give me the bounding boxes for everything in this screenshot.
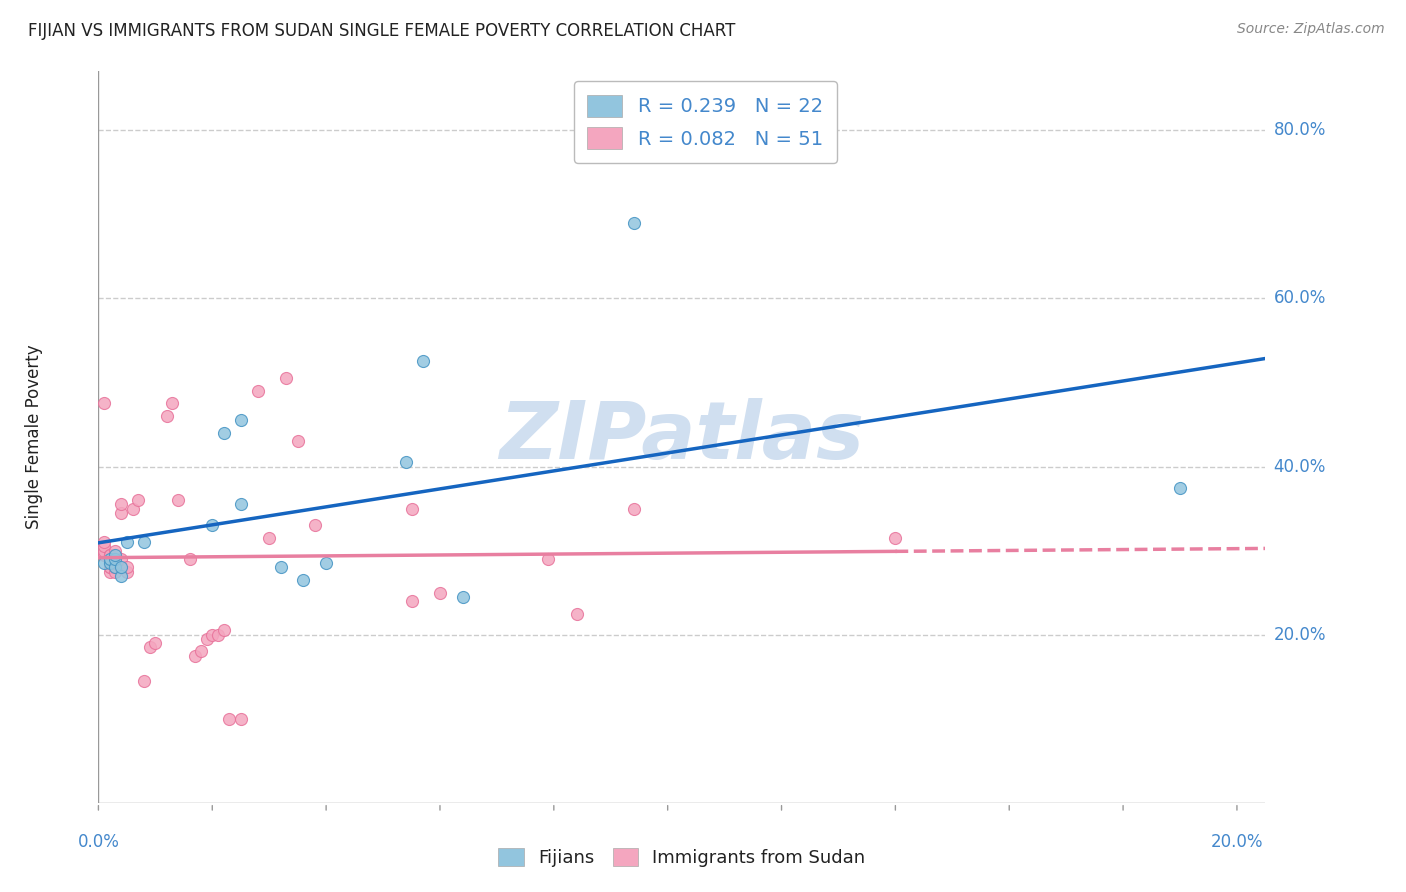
Point [190,644,212,658]
Text: 20.0%: 20.0% [1274,625,1326,644]
Point [207,627,229,641]
Point [110,560,132,574]
Point [195,632,218,646]
Point [451,590,474,604]
Point [98,560,121,574]
Legend: Fijians, Immigrants from Sudan: Fijians, Immigrants from Sudan [491,840,873,874]
Point [93,396,115,410]
Point [98,548,121,562]
Point [212,425,235,440]
Point [115,565,138,579]
Point [401,594,423,608]
Text: 60.0%: 60.0% [1274,289,1326,308]
Text: 0.0%: 0.0% [77,833,120,851]
Point [315,556,337,570]
Point [623,501,645,516]
Point [98,552,121,566]
Point [623,216,645,230]
Point [98,548,121,562]
Point [201,518,224,533]
Text: FIJIAN VS IMMIGRANTS FROM SUDAN SINGLE FEMALE POVERTY CORRELATION CHART: FIJIAN VS IMMIGRANTS FROM SUDAN SINGLE F… [28,22,735,40]
Point [93,556,115,570]
Point [115,535,138,549]
Point [132,673,155,688]
Point [246,384,269,398]
Point [121,501,143,516]
Point [98,556,121,570]
Text: 80.0%: 80.0% [1274,121,1326,139]
Point [201,627,224,641]
Point [1168,481,1191,495]
Point [537,552,560,566]
Point [115,560,138,574]
Point [104,552,127,566]
Point [565,607,588,621]
Point [212,624,235,638]
Point [412,354,434,368]
Point [104,552,127,566]
Point [162,396,184,410]
Point [229,413,252,427]
Point [401,501,423,516]
Point [104,556,127,570]
Point [304,518,326,533]
Point [270,560,292,574]
Point [93,535,115,549]
Point [229,712,252,726]
Point [179,552,201,566]
Point [184,648,207,663]
Point [98,552,121,566]
Point [110,506,132,520]
Point [93,548,115,562]
Point [104,565,127,579]
Point [110,497,132,511]
Point [257,531,280,545]
Point [127,493,149,508]
Point [104,560,127,574]
Point [110,552,132,566]
Point [98,560,121,574]
Point [292,573,315,587]
Point [98,565,121,579]
Point [167,493,190,508]
Point [138,640,160,655]
Text: ZIPatlas: ZIPatlas [499,398,865,476]
Point [395,455,418,469]
Point [287,434,309,449]
Point [276,371,298,385]
Point [143,636,166,650]
Text: Single Female Poverty: Single Female Poverty [25,345,44,529]
Point [93,543,115,558]
Point [104,543,127,558]
Point [218,712,240,726]
Point [429,585,451,599]
Point [104,548,127,562]
Text: 40.0%: 40.0% [1274,458,1326,475]
Point [229,497,252,511]
Text: 20.0%: 20.0% [1211,833,1263,851]
Point [156,409,179,423]
Point [884,531,907,545]
Point [104,560,127,574]
Point [93,540,115,554]
Point [98,552,121,566]
Text: Source: ZipAtlas.com: Source: ZipAtlas.com [1237,22,1385,37]
Point [132,535,155,549]
Point [110,569,132,583]
